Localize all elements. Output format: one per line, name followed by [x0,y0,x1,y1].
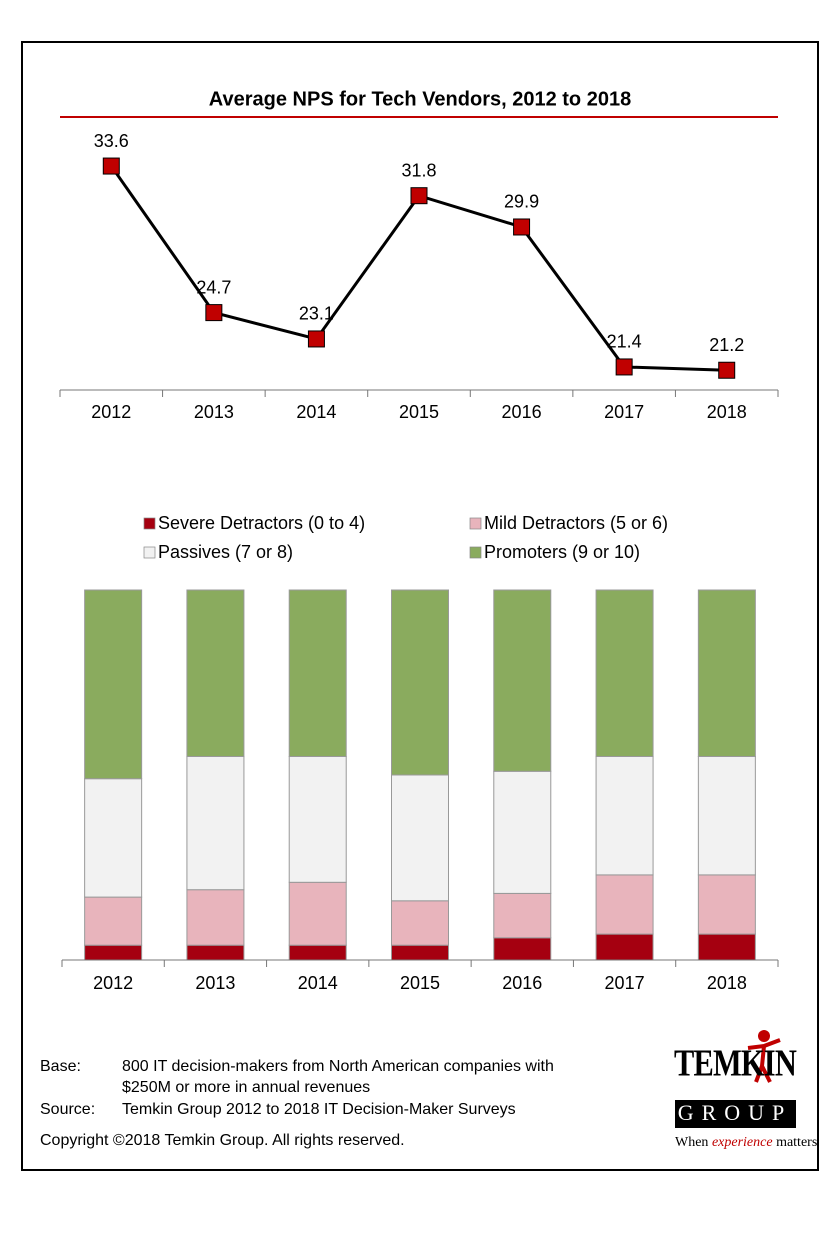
source-label: Source: [40,1101,95,1118]
bar-segment [595,933,654,961]
x-tick-label: 2018 [707,973,747,993]
logo-figure [747,1038,781,1083]
marker [410,187,428,205]
logo-tagline-word: When [675,1135,708,1150]
x-tick-label: 2013 [194,402,234,422]
logo-name: TEMKIN [674,1043,796,1085]
bar-segment [186,589,245,757]
x-tick-label: 2014 [296,402,336,422]
x-tick-label: 2014 [298,973,338,993]
legend-swatch [469,546,482,559]
logo-tagline: When experience matters [675,1135,817,1150]
legend-label: Mild Detractors (5 or 6) [484,513,668,533]
base-label: Base: [40,1058,81,1075]
bar-segment [391,944,449,961]
bar-segment [288,589,347,757]
marker [307,330,325,348]
bar-segment [595,756,654,876]
bar-segment [84,778,143,898]
logo-group-box [675,1100,796,1128]
legend-label: Passives (7 or 8) [158,542,293,562]
bar-segment [186,944,245,961]
chart-title: Average NPS for Tech Vendors, 2012 to 20… [209,88,631,110]
bar-segment [186,889,245,946]
bar-segment [595,874,654,935]
x-tick-label: 2018 [707,402,747,422]
bar-segment [493,892,552,939]
bar-segment [595,589,654,757]
x-tick-label: 2015 [399,402,439,422]
logo-figure-head [758,1030,770,1042]
logo: TEMKIN GROUP When experience matters [674,1030,817,1150]
data-label: 29.9 [504,192,539,212]
bar-segment [697,589,756,757]
data-label: 31.8 [401,160,436,180]
base-text: $250M or more in annual revenues [122,1079,370,1096]
legend-swatch [143,517,156,530]
bar-segment [288,756,347,883]
copyright: Copyright ©2018 Temkin Group. All rights… [40,1132,405,1149]
legend-swatch [469,517,482,530]
data-label: 33.6 [94,131,129,151]
x-tick-label: 2012 [93,973,133,993]
x-tick-label: 2017 [605,973,645,993]
bar-segment [288,881,347,946]
x-tick-label: 2017 [604,402,644,422]
bar-segment [493,937,552,961]
source-text: Temkin Group 2012 to 2018 IT Decision-Ma… [122,1101,516,1118]
bar-segment [84,589,143,780]
data-label: 24.7 [196,277,231,297]
bar-segment [697,756,756,876]
bar-segment [391,774,449,902]
data-label: 23.1 [299,304,334,324]
bar-segment [697,874,756,935]
x-tick-label: 2016 [502,402,542,422]
marker [102,157,120,175]
legend-swatch [143,546,156,559]
bar-segment [493,589,552,772]
x-tick-label: 2016 [502,973,542,993]
bar-segment [84,944,143,961]
marker [513,218,531,236]
data-label: 21.4 [607,332,642,352]
logo-tagline-word: experience [712,1135,773,1150]
x-tick-label: 2012 [91,402,131,422]
marker [718,361,736,379]
marker [615,358,633,376]
logo-tagline-word: matters [776,1135,817,1150]
x-tick-label: 2013 [195,973,235,993]
legend-label: Severe Detractors (0 to 4) [158,513,365,533]
bar-segment [186,756,245,891]
base-text: 800 IT decision-makers from North Americ… [122,1058,554,1075]
bar-segment [391,900,449,946]
bar-segment [288,944,347,961]
x-tick-label: 2015 [400,973,440,993]
bar-segment [697,933,756,961]
logo-group: GROUP [678,1100,793,1125]
bar-segment [84,896,143,946]
data-label: 21.2 [709,335,744,355]
bar-segment [391,589,449,776]
legend-label: Promoters (9 or 10) [484,542,640,562]
bar-segment [493,770,552,894]
marker [205,304,223,322]
